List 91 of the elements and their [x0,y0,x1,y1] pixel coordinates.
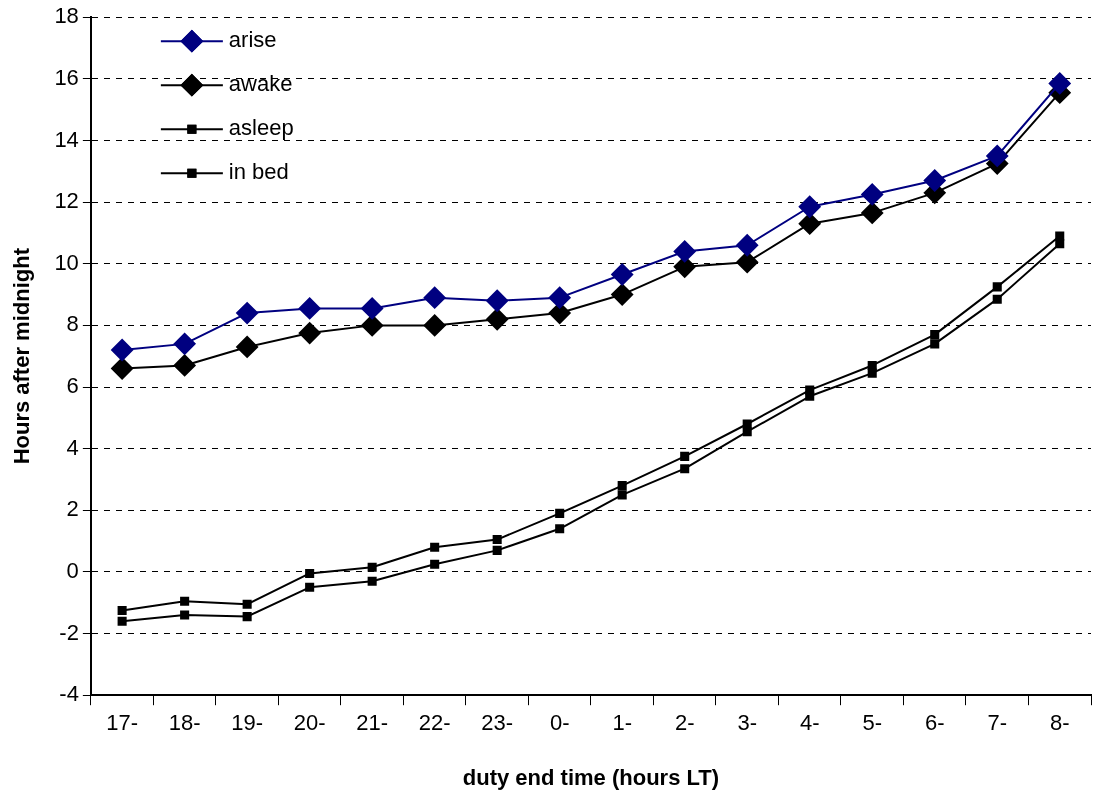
y-tick-label: 10 [54,249,79,275]
y-tick-label: 12 [54,188,79,214]
x-tick-label: 21- [356,710,389,736]
point [430,559,440,569]
point [673,240,696,263]
point [117,616,127,626]
point [611,263,634,286]
point [298,297,321,320]
point [492,535,502,545]
y-tick-label: 2 [66,496,79,522]
point [236,302,259,325]
point [736,251,759,274]
legend-label: asleep [228,115,294,141]
point [486,289,509,312]
point [742,419,752,429]
point [305,568,315,578]
point [430,542,440,552]
point [111,339,134,362]
y-tick-label: 14 [54,126,79,152]
point [555,508,565,518]
x-tick-label: 5- [862,710,882,736]
y-tick-label: -2 [59,619,79,645]
point [492,545,502,555]
point [861,201,884,224]
point [617,490,627,500]
point [423,314,446,337]
point [617,481,627,491]
x-tick-label: 18- [168,710,201,736]
x-tick-label: 23- [481,710,514,736]
x-axis-title: duty end time (hours LT) [462,764,720,790]
point [992,294,1002,304]
legend-label: in bed [228,159,289,185]
point [367,576,377,586]
point [986,144,1009,167]
x-tick-label: 22- [418,710,451,736]
y-tick-label: 0 [66,557,79,583]
point [861,183,884,206]
x-tick-label: 3- [737,710,757,736]
y-tick-label: -4 [59,681,79,707]
y-axis-title: Hours after midnight [9,247,35,465]
point [923,169,946,192]
x-tick-label: 0- [549,710,570,736]
point [1048,72,1071,95]
x-tick-label: 8- [1049,710,1070,736]
point [367,562,377,572]
x-tick-label: 2- [674,710,695,736]
x-tick-label: 17- [106,710,139,736]
point [242,599,252,609]
point [1055,231,1065,241]
point [548,302,571,325]
y-tick-label: 6 [66,373,79,399]
y-tick-label: 16 [54,64,79,90]
point [555,524,565,534]
point [680,451,690,461]
x-tick-label: 20- [293,710,326,736]
point [180,596,190,606]
point [180,610,190,620]
point [242,612,252,622]
point [548,286,571,309]
y-tick-label: 4 [66,434,79,460]
point [930,339,940,349]
x-tick-label: 7- [987,710,1008,736]
y-tick-label: 18 [54,3,79,29]
x-tick-label: 19- [231,710,264,736]
point [361,297,384,320]
point [236,335,259,358]
x-tick-label: 6- [924,710,945,736]
point [298,322,321,345]
point [680,464,690,474]
legend-label: awake [228,71,293,97]
point [111,357,134,380]
point [361,314,384,337]
point [992,282,1002,292]
point [423,286,446,309]
legend-label: arise [228,27,277,53]
point [867,360,877,370]
point [611,283,634,306]
y-tick-label: 8 [66,311,79,337]
point [736,234,759,257]
point [867,368,877,378]
x-tick-label: 1- [612,710,632,736]
point [805,385,815,395]
point [173,332,196,355]
x-tick-label: 4- [799,710,820,736]
point [798,212,821,235]
point [117,605,127,615]
point [173,354,196,377]
point [305,582,315,592]
point [486,308,509,331]
point [930,330,940,340]
point [798,195,821,218]
